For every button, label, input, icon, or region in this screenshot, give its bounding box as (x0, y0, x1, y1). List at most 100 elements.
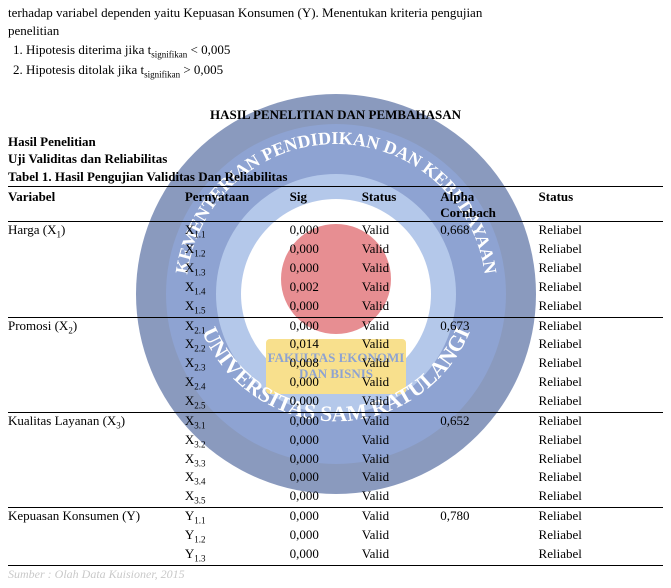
th-variabel: Variabel (8, 187, 185, 222)
table-row: X2.30,008ValidReliabel (8, 355, 663, 374)
cell-alpha (440, 374, 538, 393)
table-row: Kualitas Layanan (X3)X3.10,000Valid0,652… (8, 412, 663, 431)
cell-status-reliabel: Reliabel (539, 451, 663, 470)
table-row: X3.30,000ValidReliabel (8, 451, 663, 470)
cell-pernyataan: X2.4 (185, 374, 290, 393)
cell-variabel (8, 488, 185, 507)
table-row: X2.20,014ValidReliabel (8, 336, 663, 355)
cell-status-reliabel: Reliabel (539, 260, 663, 279)
cell-sig: 0,000 (290, 374, 362, 393)
cell-pernyataan: X1.3 (185, 260, 290, 279)
cell-alpha: 0,668 (440, 222, 538, 241)
cell-status-reliabel: Reliabel (539, 469, 663, 488)
cell-alpha (440, 469, 538, 488)
cell-variabel (8, 298, 185, 317)
cell-sig: 0,000 (290, 317, 362, 336)
criteria-item-2: Hipotesis ditolak jika tsignifikan > 0,0… (26, 61, 663, 81)
cell-variabel (8, 469, 185, 488)
cell-pernyataan: X3.4 (185, 469, 290, 488)
cell-sig: 0,008 (290, 355, 362, 374)
criteria-list: Hipotesis diterima jika tsignifikan < 0,… (8, 41, 663, 80)
table-row: Harga (X1)X1.10,000Valid0,668Reliabel (8, 222, 663, 241)
cell-pernyataan: X3.2 (185, 432, 290, 451)
cell-alpha (440, 355, 538, 374)
table-row: X1.30,000ValidReliabel (8, 260, 663, 279)
cell-status-valid: Valid (362, 222, 441, 241)
cell-sig: 0,002 (290, 279, 362, 298)
cell-alpha (440, 393, 538, 412)
cell-alpha (440, 279, 538, 298)
cell-status-reliabel: Reliabel (539, 355, 663, 374)
cell-pernyataan: X1.4 (185, 279, 290, 298)
heading-uji: Uji Validitas dan Reliabilitas (8, 150, 663, 168)
cell-status-reliabel: Reliabel (539, 412, 663, 431)
cell-status-valid: Valid (362, 298, 441, 317)
cell-variabel (8, 432, 185, 451)
th-status2: Status (539, 187, 663, 222)
cell-status-valid: Valid (362, 432, 441, 451)
cell-variabel (8, 451, 185, 470)
cell-alpha (440, 546, 538, 565)
cell-variabel: Harga (X1) (8, 222, 185, 241)
cell-alpha (440, 451, 538, 470)
cell-status-valid: Valid (362, 241, 441, 260)
cell-status-reliabel: Reliabel (539, 317, 663, 336)
cell-alpha (440, 260, 538, 279)
table-footnote: Sumber : Olah Data Kuisioner, 2015 (8, 567, 663, 582)
cell-variabel (8, 241, 185, 260)
cell-pernyataan: X3.5 (185, 488, 290, 507)
criteria-item-1: Hipotesis diterima jika tsignifikan < 0,… (26, 41, 663, 61)
cell-status-valid: Valid (362, 508, 441, 527)
cell-alpha (440, 488, 538, 507)
cell-pernyataan: X3.3 (185, 451, 290, 470)
cell-status-reliabel: Reliabel (539, 508, 663, 527)
table-row: X3.20,000ValidReliabel (8, 432, 663, 451)
cell-sig: 0,000 (290, 241, 362, 260)
cell-status-valid: Valid (362, 469, 441, 488)
cell-variabel (8, 279, 185, 298)
table-row: X2.40,000ValidReliabel (8, 374, 663, 393)
cell-variabel: Promosi (X2) (8, 317, 185, 336)
cell-status-reliabel: Reliabel (539, 432, 663, 451)
cell-sig: 0,000 (290, 546, 362, 565)
cell-status-reliabel: Reliabel (539, 546, 663, 565)
cell-status-valid: Valid (362, 488, 441, 507)
cell-pernyataan: X2.2 (185, 336, 290, 355)
cell-alpha (440, 336, 538, 355)
cell-pernyataan: Y1.3 (185, 546, 290, 565)
th-sig: Sig (290, 187, 362, 222)
cell-variabel (8, 336, 185, 355)
intro-line1: terhadap variabel dependen yaitu Kepuasa… (8, 5, 482, 20)
cell-sig: 0,000 (290, 527, 362, 546)
cell-status-reliabel: Reliabel (539, 374, 663, 393)
cell-variabel: Kualitas Layanan (X3) (8, 412, 185, 431)
table-row: X1.50,000ValidReliabel (8, 298, 663, 317)
cell-pernyataan: X1.2 (185, 241, 290, 260)
cell-status-reliabel: Reliabel (539, 241, 663, 260)
table-title: Tabel 1. Hasil Pengujian Validitas Dan R… (8, 168, 663, 186)
cell-status-valid: Valid (362, 393, 441, 412)
th-status1: Status (362, 187, 441, 222)
cell-status-valid: Valid (362, 527, 441, 546)
cell-status-reliabel: Reliabel (539, 279, 663, 298)
th-pernyataan: Pernyataan (185, 187, 290, 222)
cell-status-reliabel: Reliabel (539, 222, 663, 241)
cell-status-valid: Valid (362, 412, 441, 431)
table-row: Kepuasan Konsumen (Y)Y1.10,000Valid0,780… (8, 508, 663, 527)
cell-variabel: Kepuasan Konsumen (Y) (8, 508, 185, 527)
cell-status-reliabel: Reliabel (539, 298, 663, 317)
cell-sig: 0,000 (290, 412, 362, 431)
cell-sig: 0,000 (290, 222, 362, 241)
table-header-row: Variabel Pernyataan Sig Status Alpha Cor… (8, 187, 663, 222)
table-row: Y1.20,000ValidReliabel (8, 527, 663, 546)
cell-pernyataan: Y1.2 (185, 527, 290, 546)
cell-status-valid: Valid (362, 336, 441, 355)
cell-variabel (8, 546, 185, 565)
table-row: X1.40,002ValidReliabel (8, 279, 663, 298)
cell-variabel (8, 355, 185, 374)
cell-pernyataan: X2.5 (185, 393, 290, 412)
section-title: HASIL PENELITIAN DAN PEMBAHASAN (8, 107, 663, 123)
cell-alpha (440, 527, 538, 546)
cell-sig: 0,000 (290, 488, 362, 507)
intro-paragraph: terhadap variabel dependen yaitu Kepuasa… (8, 4, 663, 39)
